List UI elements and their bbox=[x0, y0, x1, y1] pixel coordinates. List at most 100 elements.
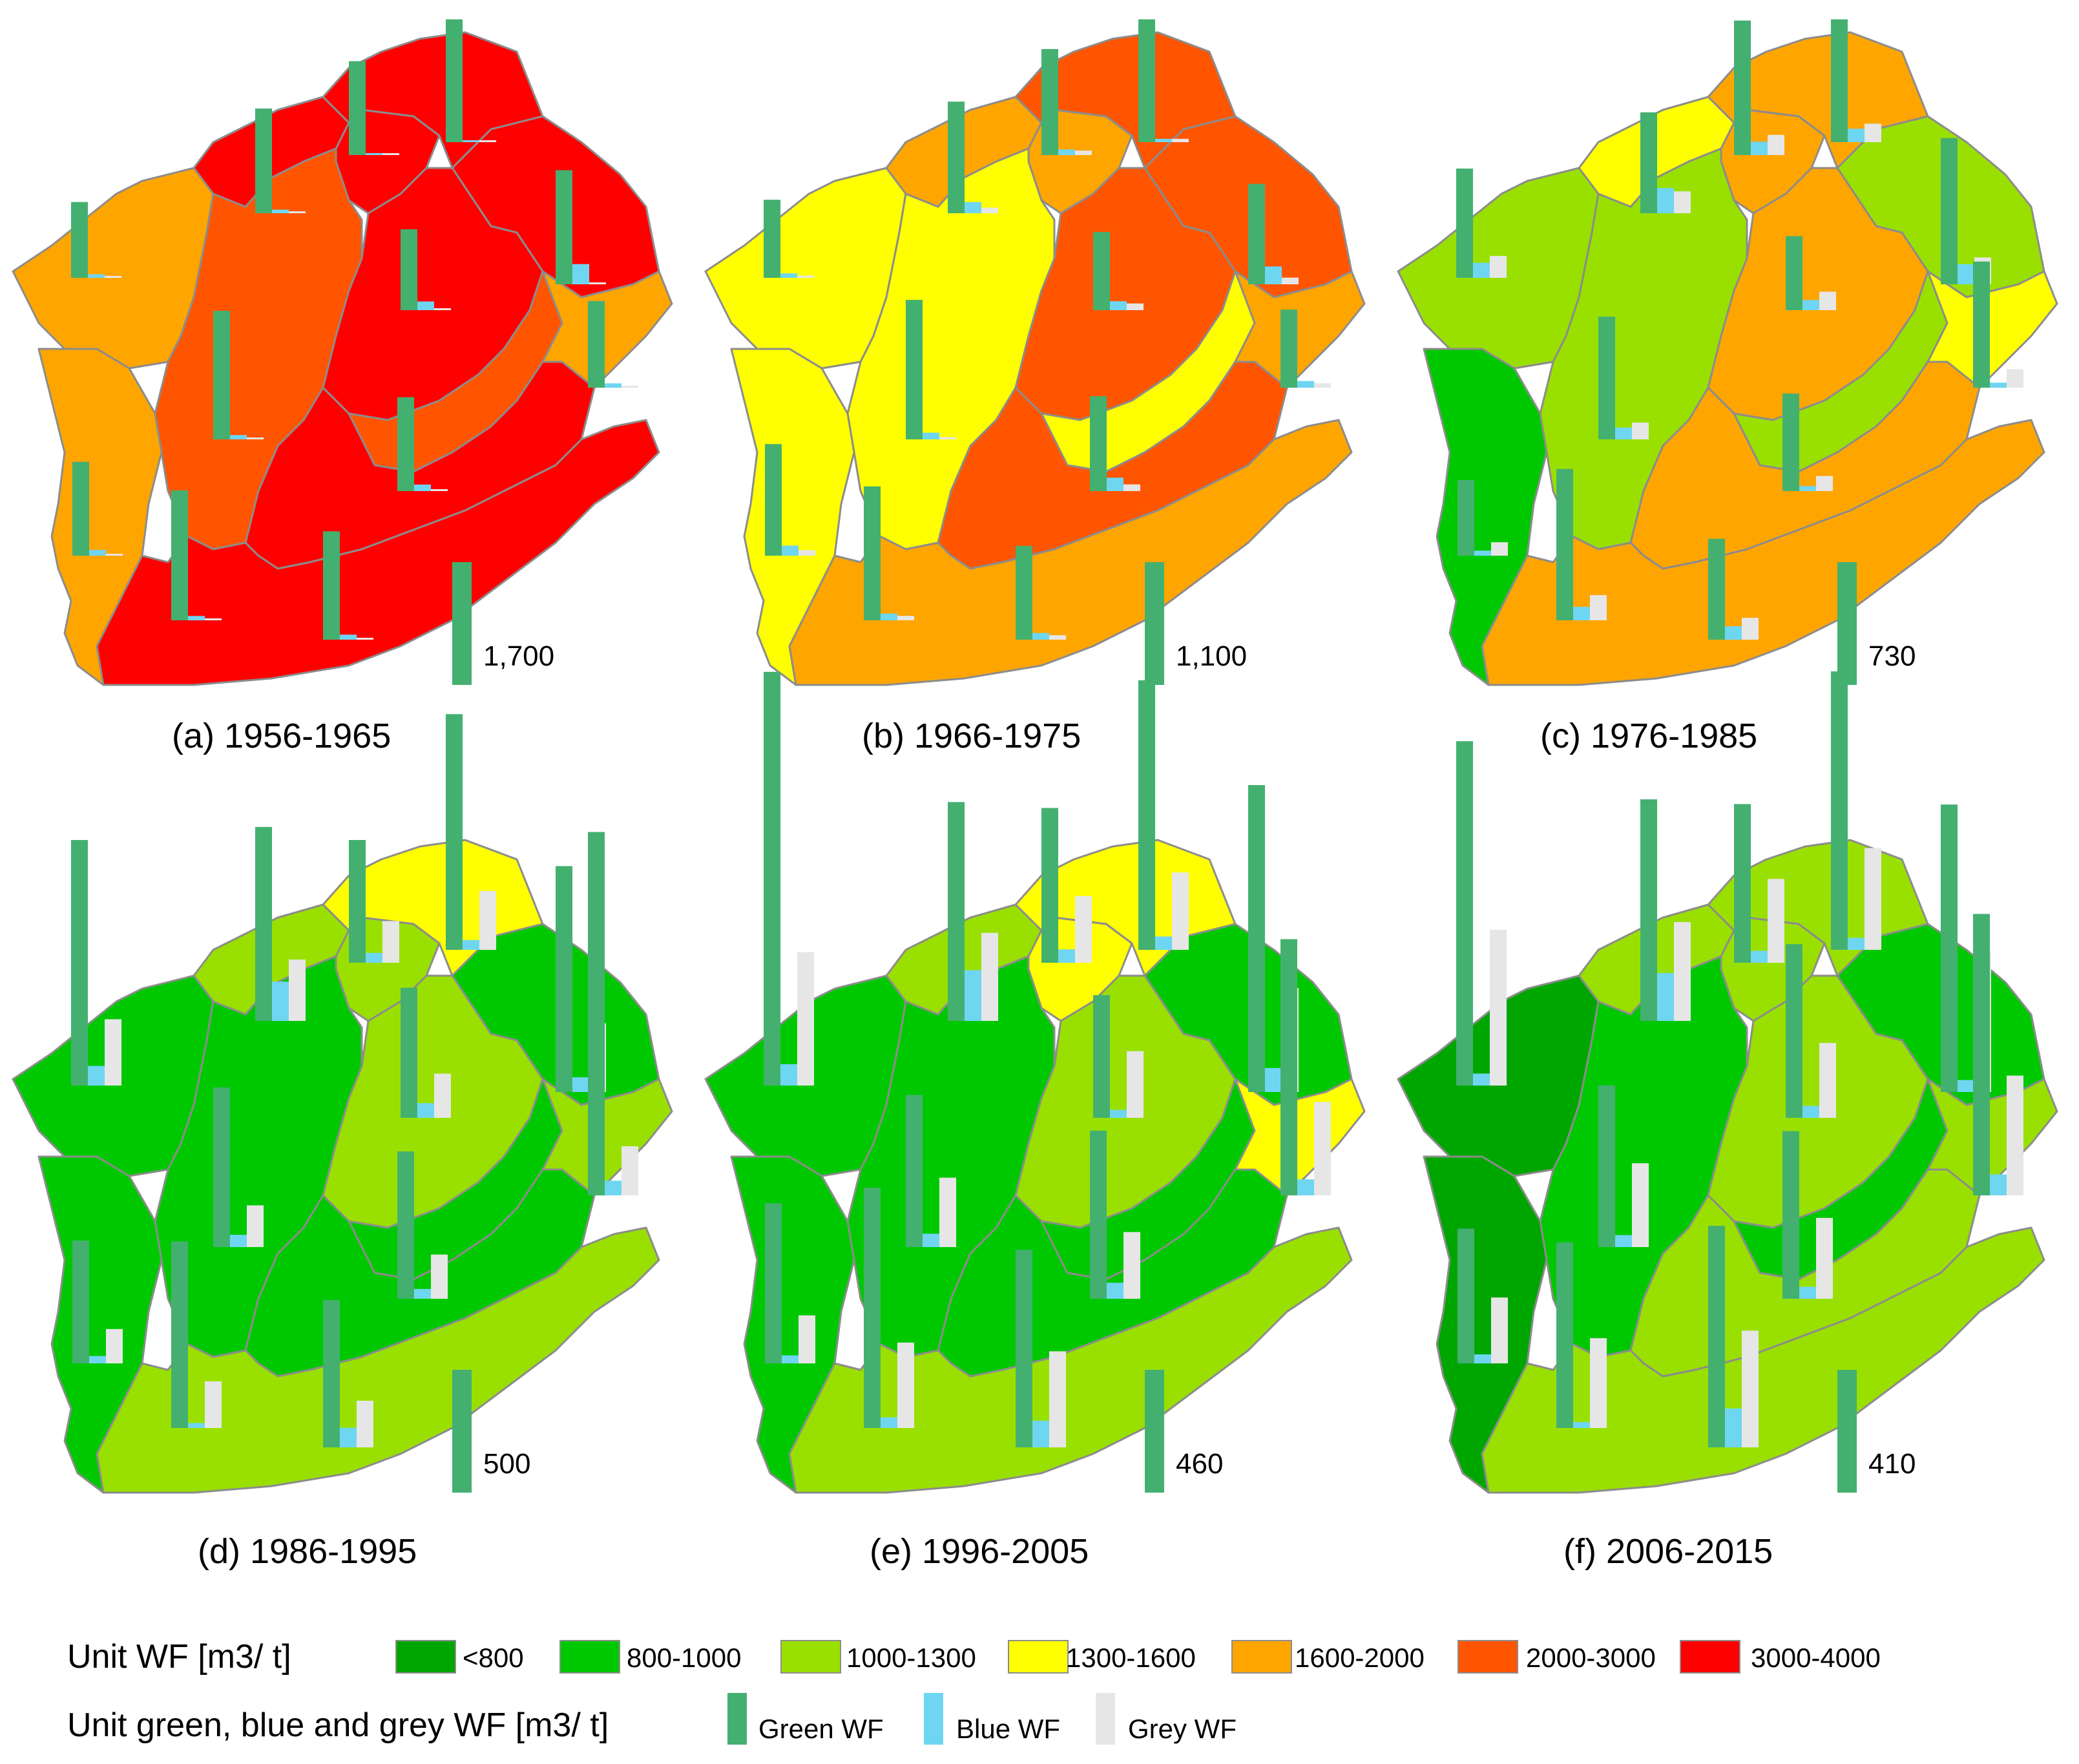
grey-wf-bar bbox=[797, 275, 814, 278]
blue-wf-bar bbox=[881, 1417, 897, 1428]
wf-bar-group bbox=[556, 170, 606, 284]
green-wf-bar bbox=[1734, 804, 1751, 963]
legend-label-2000-3000: 2000-3000 bbox=[1526, 1643, 1656, 1673]
blue-wf-bar bbox=[1657, 187, 1674, 213]
wf-bar-group bbox=[1782, 394, 1833, 491]
wf-bar-group bbox=[446, 19, 496, 142]
wf-bar-group bbox=[948, 802, 998, 1021]
wf-bar-group bbox=[1556, 468, 1607, 620]
wf-bar-group bbox=[323, 531, 373, 640]
green-wf-label: Green WF bbox=[758, 1714, 884, 1744]
blue-wf-bar bbox=[1802, 300, 1819, 310]
grey-wf-bar bbox=[1491, 1297, 1508, 1363]
green-wf-bar bbox=[864, 1188, 881, 1428]
grey-wf-bar bbox=[1123, 1232, 1140, 1299]
blue-wf-bar bbox=[1032, 1420, 1049, 1447]
wf-bar-group bbox=[397, 1151, 448, 1299]
blue-wf-bar bbox=[414, 484, 431, 491]
green-wf-bar bbox=[1093, 232, 1110, 310]
green-wf-bar bbox=[1041, 808, 1058, 963]
green-wf-bar bbox=[1016, 1250, 1032, 1447]
wf-bar-group bbox=[764, 671, 814, 1086]
blue-wf-bar bbox=[88, 1066, 105, 1086]
green-wf-bar bbox=[588, 832, 605, 1195]
wf-bar-group bbox=[906, 300, 956, 439]
blue-wf-bar bbox=[1799, 486, 1816, 491]
blue-wf-bar bbox=[1615, 427, 1632, 439]
wf-bar-group bbox=[213, 311, 264, 439]
blue-wf-bar bbox=[1802, 1106, 1819, 1118]
wf-bar-group bbox=[1640, 799, 1691, 1021]
map-region bbox=[1927, 270, 2058, 389]
scale-bar bbox=[452, 1370, 472, 1493]
grey-wf-bar bbox=[1127, 1051, 1144, 1118]
legend-swatch-2000-3000 bbox=[1457, 1640, 1518, 1674]
scale-bar bbox=[1145, 562, 1164, 685]
scale-label: 1,700 bbox=[483, 640, 554, 672]
green-wf-bar bbox=[213, 1087, 230, 1247]
grey-wf-bar bbox=[1674, 191, 1691, 213]
grey-wf-bar bbox=[799, 1315, 815, 1363]
scale-label: 1,100 bbox=[1176, 640, 1247, 672]
grey-wf-bar bbox=[1590, 594, 1607, 620]
wf-bar-group bbox=[1598, 317, 1649, 439]
wf-bar-group bbox=[764, 200, 814, 278]
grey-wf-bar bbox=[589, 282, 606, 284]
wf-bar-group bbox=[1786, 236, 1836, 310]
grey-wf-bar bbox=[1816, 1217, 1833, 1299]
wf-bar-group bbox=[1457, 479, 1508, 556]
blue-wf-bar bbox=[1473, 262, 1490, 278]
wf-bar-group bbox=[213, 1087, 264, 1247]
legend-swatch-lt800 bbox=[395, 1640, 456, 1674]
map-region bbox=[1481, 419, 2045, 686]
wf-bar-group bbox=[71, 840, 121, 1086]
legend: Unit WF [m3/ t] <800 800-1000 1000-1300 … bbox=[0, 1609, 2079, 1764]
map-panel-d: 500 (d) 1986-1995 bbox=[0, 714, 691, 1583]
green-wf-bar bbox=[556, 170, 572, 284]
grey-wf-bar bbox=[1865, 848, 1881, 950]
blue-wf-bar bbox=[965, 202, 981, 213]
wf-bar-group bbox=[1456, 168, 1507, 278]
blue-wf-bar bbox=[1474, 551, 1491, 556]
map-svg: 1,100 bbox=[704, 19, 1366, 686]
blue-wf-bar bbox=[1265, 266, 1282, 284]
wf-bar-group bbox=[72, 1241, 123, 1363]
wf-bar-group bbox=[349, 840, 399, 963]
blue-wf-bar bbox=[881, 613, 897, 620]
green-wf-bar bbox=[349, 840, 366, 963]
map-region bbox=[1234, 270, 1366, 389]
blue-wf-bar bbox=[188, 616, 205, 620]
blue-wf-bar bbox=[272, 209, 289, 213]
grey-wf-bar bbox=[1123, 484, 1140, 491]
green-wf-bar bbox=[1248, 785, 1265, 1092]
map-region bbox=[96, 1226, 660, 1494]
wf-bar-group bbox=[1138, 680, 1189, 950]
green-wf-bar bbox=[1640, 112, 1657, 213]
wf-bar-group bbox=[255, 826, 306, 1021]
grey-wf-bar bbox=[622, 1146, 638, 1195]
blue-wf-bar bbox=[1110, 301, 1127, 310]
green-wf-bar bbox=[1782, 1131, 1799, 1299]
wf-bar-group bbox=[1708, 1226, 1759, 1447]
blue-wf-bar bbox=[1958, 1080, 1974, 1092]
blue-wf-bar bbox=[780, 273, 797, 278]
blue-wf-bar bbox=[1725, 1408, 1742, 1447]
wf-bar-group bbox=[1831, 19, 1881, 142]
wf-bar-group bbox=[1556, 1242, 1607, 1428]
grey-wf-bar bbox=[1172, 138, 1189, 142]
grey-wf-bar bbox=[1127, 303, 1144, 310]
green-wf-bar bbox=[1280, 310, 1297, 388]
blue-wf-bar bbox=[1615, 1235, 1632, 1247]
green-wf-bar bbox=[1973, 914, 1990, 1195]
green-wf-bar bbox=[906, 1095, 923, 1247]
blue-wf-bar bbox=[366, 952, 382, 963]
blue-wf-bar bbox=[1058, 949, 1075, 963]
green-wf-bar bbox=[255, 826, 272, 1021]
green-wf-bar bbox=[1941, 138, 1958, 284]
wf-bar-group bbox=[1248, 184, 1299, 284]
grey-wf-bar bbox=[1490, 256, 1507, 278]
map-region bbox=[788, 1226, 1353, 1494]
blue-wf-bar bbox=[572, 264, 589, 284]
grey-wf-bar bbox=[106, 554, 123, 556]
grey-wf-bar bbox=[1075, 151, 1092, 155]
